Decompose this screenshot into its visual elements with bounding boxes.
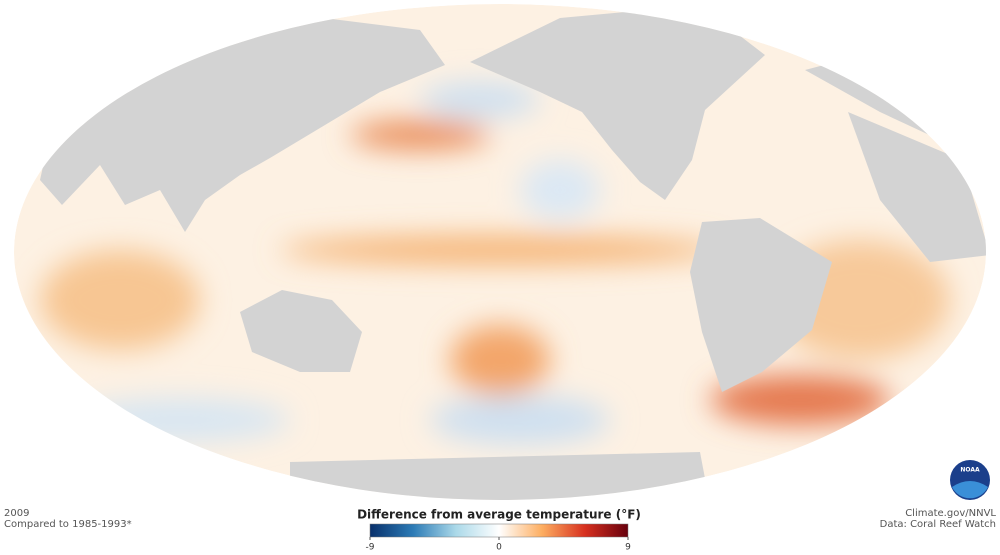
warm-patch — [280, 236, 720, 264]
legend-title: Difference from average temperature (°F) — [357, 508, 641, 522]
colorbar-tick-label: 0 — [496, 543, 502, 553]
colorbar-tick-label: -9 — [366, 543, 375, 553]
land-south-america — [690, 218, 832, 392]
noaa-logo: NOAA — [950, 460, 990, 500]
baseline: Compared to 1985-1993* — [4, 519, 132, 530]
globe — [14, 4, 986, 500]
cool-patch — [430, 395, 610, 445]
anomaly-field — [40, 82, 950, 445]
warm-patch — [350, 121, 490, 149]
warm-patch — [40, 250, 200, 350]
cool-patch — [420, 82, 540, 118]
warm-patch — [450, 325, 550, 395]
cool-patch — [520, 160, 600, 220]
land-australia — [240, 290, 362, 372]
warm-patch — [710, 375, 890, 425]
cool-patch — [70, 398, 290, 442]
year: 2009 — [4, 508, 29, 519]
land-africa — [848, 112, 986, 262]
source: Data: Coral Reef Watch — [880, 519, 996, 530]
logo-wave — [952, 481, 988, 499]
land-north-america — [470, 5, 765, 200]
logo-text: NOAA — [960, 467, 980, 474]
land-antarctica — [290, 452, 710, 500]
colorbar-tick-label: 9 — [625, 543, 631, 553]
colorbar — [369, 523, 629, 538]
credit: Climate.gov/NNVL — [905, 508, 996, 519]
